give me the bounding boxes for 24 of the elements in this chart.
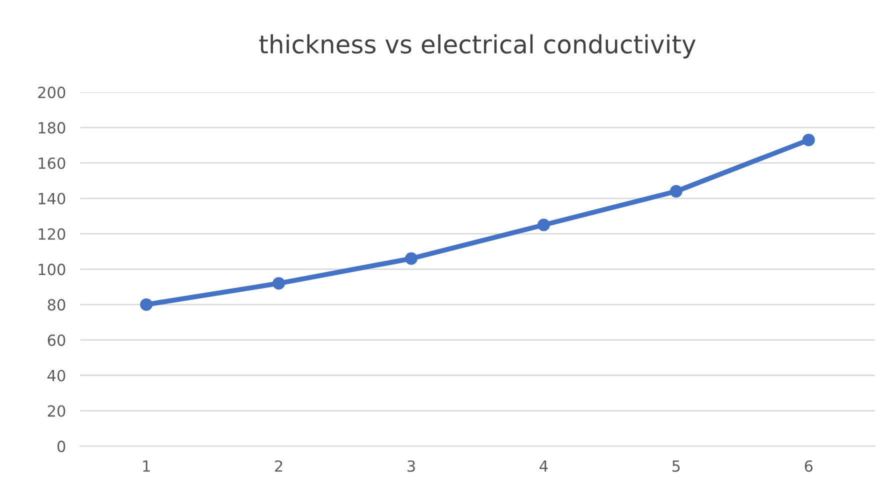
x-tick-label: 6: [804, 460, 813, 472]
y-tick-label: 40: [48, 370, 66, 382]
y-tick-label: 100: [38, 264, 66, 276]
y-tick-label: 120: [38, 228, 66, 240]
y-tick-label: 160: [38, 157, 66, 170]
y-tick-label: 60: [48, 334, 66, 346]
point: [670, 185, 682, 198]
x-tick-label: 1: [143, 460, 150, 472]
y-tick-label: 180: [38, 122, 66, 134]
point: [272, 277, 286, 290]
y-tick-label: 0: [58, 440, 66, 452]
chart-title: thickness vs electrical conductivity: [259, 34, 696, 58]
point: [802, 134, 815, 146]
y-tick-label: 200: [38, 86, 66, 98]
point: [537, 218, 550, 232]
y-tick-label: 20: [48, 405, 66, 417]
point: [140, 298, 153, 311]
point: [405, 252, 418, 265]
x-tick-label: 2: [275, 460, 282, 472]
x-tick-label: 4: [540, 460, 548, 472]
y-tick-label: 80: [48, 299, 66, 311]
x-tick-label: 5: [672, 460, 680, 472]
y-tick-label: 140: [38, 192, 66, 204]
x-tick-label: 3: [408, 460, 415, 472]
